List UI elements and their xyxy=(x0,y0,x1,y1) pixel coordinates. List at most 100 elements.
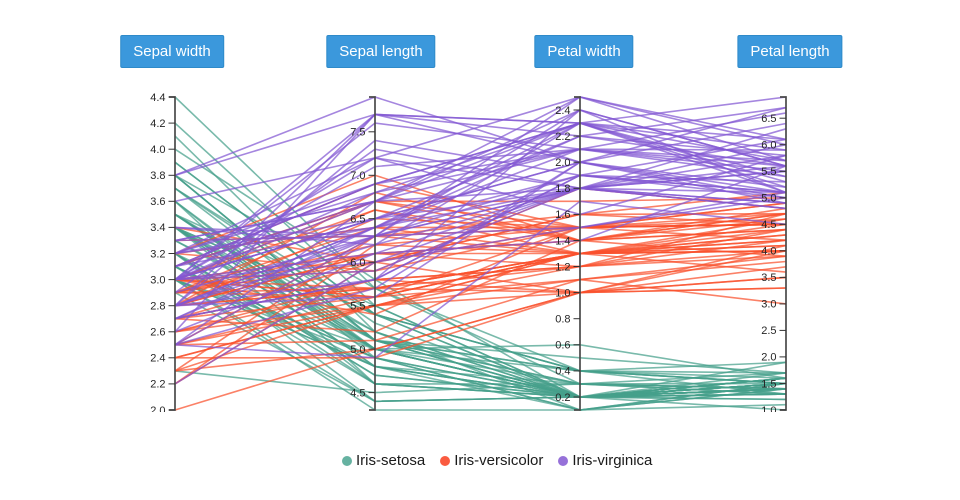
data-line xyxy=(174,154,787,281)
data-line xyxy=(174,213,787,264)
data-line xyxy=(174,187,787,281)
tick-label: 2.4 xyxy=(555,105,570,117)
tick-label: 7.5 xyxy=(350,127,365,139)
tick-label: 2.2 xyxy=(150,379,165,391)
tick-label: 2.5 xyxy=(761,325,776,337)
tick-label: 3.6 xyxy=(150,196,165,208)
data-line xyxy=(174,109,787,268)
tick-label: 1.6 xyxy=(555,209,570,221)
data-line xyxy=(174,96,787,203)
axis-line xyxy=(574,96,581,411)
legend-dot xyxy=(558,455,569,466)
tick-label: 3.0 xyxy=(150,274,165,286)
legend: Iris-setosa Iris-versicolor Iris-virgini… xyxy=(342,452,652,469)
axis-sepal-width[interactable]: 2.0 2.2 2.4 2.6 2.8 3.0 3.2 3.4 3.6 3.8 4.0 4.2 4.4 xyxy=(150,92,176,417)
axis-line xyxy=(369,96,376,411)
tick-label: 0.6 xyxy=(555,340,570,352)
data-line xyxy=(174,212,787,307)
tick-label: 6.0 xyxy=(761,140,776,152)
axis-sepal-length[interactable]: 4.5 5.0 5.5 6.0 6.5 7.0 7.5 xyxy=(350,96,376,411)
data-line xyxy=(174,250,787,333)
data-line xyxy=(174,113,787,281)
tick-label: 0.2 xyxy=(555,392,570,404)
legend-item-versicolor[interactable]: Iris-versicolor xyxy=(440,452,543,469)
tick-label: 2.6 xyxy=(150,327,165,339)
tick-label: 2.4 xyxy=(150,353,165,365)
tick-label: 5.5 xyxy=(350,301,365,313)
data-line xyxy=(174,213,787,379)
data-line xyxy=(174,370,787,395)
data-line xyxy=(174,106,787,177)
data-line xyxy=(174,276,787,333)
tick-label: 4.0 xyxy=(761,246,776,258)
legend-label: Iris-versicolor xyxy=(454,452,544,469)
legend-item-virginica[interactable]: Iris-virginica xyxy=(558,452,652,469)
tick-label: 2.0 xyxy=(555,157,570,169)
tick-label: 1.5 xyxy=(761,378,776,390)
tick-label: 2.0 xyxy=(761,352,776,364)
data-line xyxy=(174,174,787,346)
axis-petal-length[interactable]: 1.0 1.5 2.0 2.5 3.0 3.5 4.0 4.5 5.0 5.5 6.0 6.5 xyxy=(761,96,787,417)
legend-dot xyxy=(342,455,352,466)
data-line xyxy=(174,122,787,268)
tick-label: 3.0 xyxy=(761,299,776,311)
data-line xyxy=(174,96,787,242)
data-line xyxy=(174,278,787,411)
data-line xyxy=(174,266,787,359)
tick-label: 4.5 xyxy=(761,219,776,231)
data-line xyxy=(174,174,787,320)
tick-label: 4.5 xyxy=(350,387,365,399)
data-line xyxy=(174,197,787,385)
data-line xyxy=(174,122,787,246)
data-line xyxy=(174,122,787,281)
tick-label: 1.4 xyxy=(555,235,570,247)
data-line xyxy=(174,287,787,372)
tick-label: 5.5 xyxy=(761,166,776,178)
data-line xyxy=(174,135,787,307)
tick-label: 6.5 xyxy=(350,214,365,226)
data-line xyxy=(174,252,787,403)
tick-label: 1.8 xyxy=(555,183,570,195)
axis-button-sepal-length[interactable]: Sepal length xyxy=(326,35,436,68)
data-line xyxy=(174,161,787,281)
tick-label: 2.8 xyxy=(150,301,165,313)
tick-label: 4.4 xyxy=(150,92,165,104)
parallel-coordinates-svg: 2.0 2.2 2.4 2.6 2.8 3.0 3.2 3.4 3.6 3.8 4.0 4.2 4.4 4… xyxy=(150,92,787,417)
legend-label: Iris-setosa xyxy=(356,452,426,469)
legend-item-setosa[interactable]: Iris-setosa xyxy=(342,452,425,469)
tick-label: 7.0 xyxy=(350,170,365,182)
data-line xyxy=(174,96,787,177)
tick-label: 3.5 xyxy=(761,272,776,284)
axis-button-sepal-width[interactable]: Sepal width xyxy=(120,35,224,68)
data-line xyxy=(174,187,787,281)
tick-label: 3.2 xyxy=(150,248,165,260)
data-line xyxy=(174,165,787,333)
data-line xyxy=(174,174,787,320)
data-line xyxy=(174,255,787,346)
data-line xyxy=(174,187,787,398)
tick-label: 4.0 xyxy=(150,144,165,156)
tick-label: 6.5 xyxy=(761,113,776,125)
data-line xyxy=(174,244,787,307)
data-line xyxy=(174,170,787,268)
tick-label: 4.2 xyxy=(150,118,165,130)
axis-petal-width[interactable]: 0.2 0.4 0.6 0.8 1.0 1.2 1.4 1.6 1.8 2.0 2.2 2.4 xyxy=(555,96,581,411)
tick-label: 0.8 xyxy=(555,314,570,326)
axis-button-petal-width[interactable]: Petal width xyxy=(534,35,634,68)
tick-label: 5.0 xyxy=(761,193,776,205)
data-line xyxy=(174,174,787,398)
tick-label: 1.0 xyxy=(555,287,570,299)
tick-label: 2.0 xyxy=(150,405,165,417)
data-line xyxy=(174,106,787,307)
data-line xyxy=(174,234,787,294)
tick-label: 6.0 xyxy=(350,257,365,269)
tick-label: 3.4 xyxy=(150,222,165,234)
tick-label: 5.0 xyxy=(350,344,365,356)
data-line xyxy=(174,239,787,290)
data-line xyxy=(174,278,787,346)
data-lines xyxy=(174,96,787,411)
data-line xyxy=(174,122,787,255)
axis-button-petal-length[interactable]: Petal length xyxy=(737,35,843,68)
tick-label: 1.0 xyxy=(761,405,776,417)
